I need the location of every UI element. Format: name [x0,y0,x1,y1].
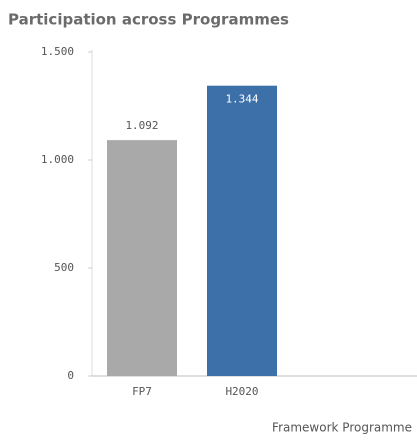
y-tick-label: 500 [54,261,74,274]
chart-title: Participation across Programmes [8,11,289,29]
data-label: 1.344 [225,93,258,106]
bar [107,140,177,376]
x-tick-label: H2020 [225,385,258,398]
x-tick-label: FP7 [132,385,152,398]
data-label: 1.092 [125,119,158,132]
y-tick-label: 0 [67,369,74,382]
y-tick-label: 1.000 [41,153,74,166]
y-tick-label: 1.500 [41,45,74,58]
bar [207,85,277,377]
x-axis-title: Framework Programme [272,421,412,435]
